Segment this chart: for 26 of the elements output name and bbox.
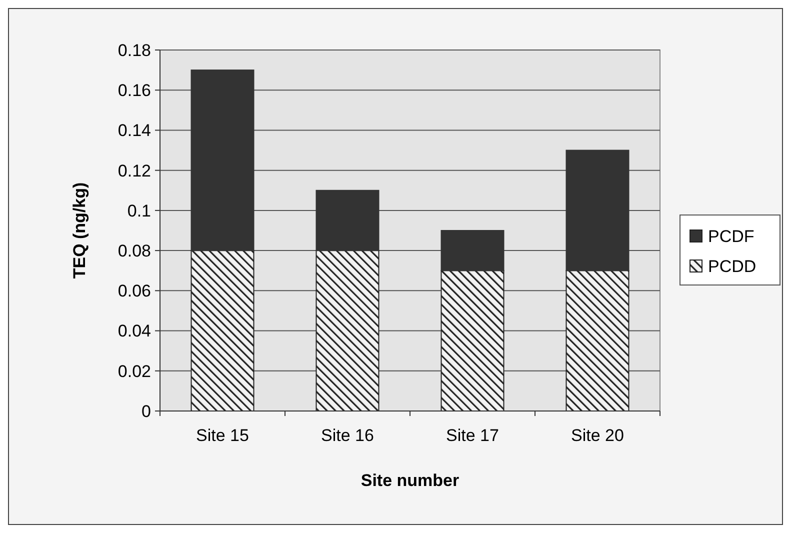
bar (566, 150, 630, 272)
y-tick-label: 0.02 (118, 362, 151, 381)
y-tick-label: 0.08 (118, 242, 151, 261)
y-tick-label: 0 (142, 402, 151, 421)
y-tick-label: 0.18 (118, 40, 151, 60)
bar (566, 270, 630, 412)
y-axis-title: TEQ (ng/kg) (70, 182, 89, 279)
x-tick-label: Site 20 (571, 426, 624, 445)
bar (316, 190, 380, 252)
bar (190, 250, 254, 412)
y-tick-label: 0.12 (118, 161, 151, 180)
y-tick-label: 0.04 (118, 322, 151, 341)
bar (440, 230, 504, 272)
legend-label: PCDD (708, 256, 756, 276)
x-tick-label: Site 16 (321, 426, 374, 445)
x-tick-label: Site 17 (446, 426, 499, 445)
x-axis-title: Site number (360, 471, 460, 490)
y-tick-label: 0.1 (127, 201, 151, 220)
legend-label: PCDF (708, 226, 754, 246)
bar (190, 70, 254, 252)
bar (316, 250, 380, 412)
y-tick-label: 0.06 (118, 282, 151, 301)
bar (440, 270, 504, 412)
x-tick-label: Site 15 (196, 426, 249, 445)
y-tick-label: 0.16 (118, 81, 151, 100)
y-tick-label: 0.14 (118, 121, 151, 140)
